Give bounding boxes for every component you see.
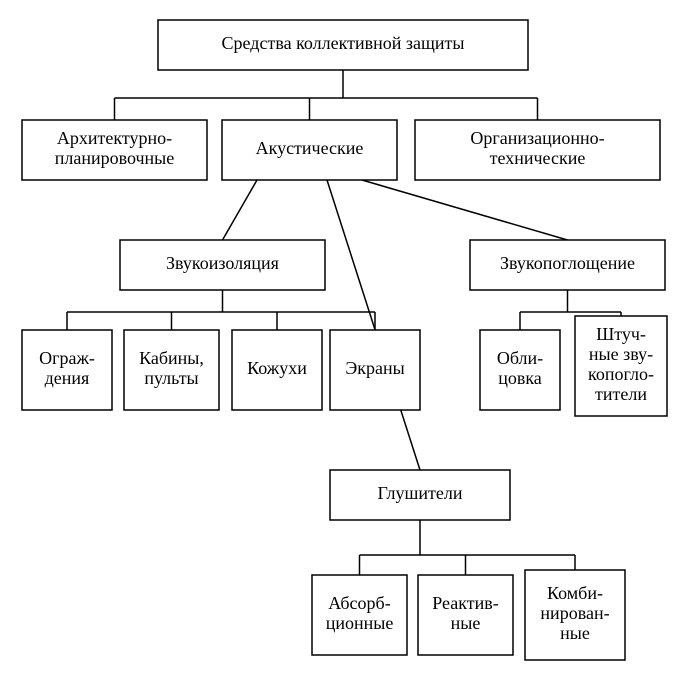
- node-label: Организационно-: [470, 128, 604, 148]
- node-label: цовка: [498, 368, 542, 388]
- node-label: Архитектурно-: [57, 128, 172, 148]
- node-abs1: Обли-цовка: [480, 330, 560, 410]
- node-sil2: Реактив-ные: [418, 575, 513, 655]
- node-abs2: Штуч-ные зву-копогло-тители: [575, 316, 667, 416]
- node-label: Штуч-: [596, 324, 646, 344]
- node-root: Средства коллективной защиты: [158, 20, 528, 70]
- node-label: копогло-: [588, 364, 654, 384]
- node-label: Комби-: [547, 583, 603, 603]
- node-label: технические: [490, 148, 586, 168]
- node-arch: Архитектурно-планировочные: [22, 120, 207, 180]
- node-iso2: Кабины,пульты: [124, 330, 219, 410]
- node-label: ные зву-: [589, 344, 653, 364]
- node-label: Кабины,: [139, 348, 204, 368]
- node-label: ные: [560, 623, 590, 643]
- node-label: Ограж-: [39, 348, 95, 368]
- node-label: Звукопоглощение: [500, 253, 635, 273]
- node-label: Звукоизоляция: [166, 253, 279, 273]
- node-label: Акустические: [256, 138, 364, 158]
- node-label: дения: [45, 368, 90, 388]
- node-label: Кожухи: [247, 358, 307, 378]
- node-label: ные: [451, 613, 481, 633]
- node-label: Обли-: [497, 348, 543, 368]
- node-sil1: Абсорб-ционные: [312, 575, 407, 655]
- node-iso3: Кожухи: [232, 330, 322, 410]
- node-iso4: Экраны: [330, 330, 420, 410]
- node-iso1: Ограж-дения: [22, 330, 112, 410]
- node-org: Организационно-технические: [415, 120, 660, 180]
- node-label: Реактив-: [432, 593, 498, 613]
- hierarchy-diagram: Средства коллективной защиты Архитектурно…: [0, 0, 686, 686]
- node-label: ционные: [326, 613, 394, 633]
- node-label: планировочные: [55, 148, 175, 168]
- node-label: тители: [595, 384, 647, 404]
- node-abs: Звукопоглощение: [470, 240, 665, 290]
- node-label: нирован-: [540, 603, 609, 623]
- node-label: пульты: [144, 368, 198, 388]
- node-sil: Глушители: [330, 470, 510, 520]
- node-label: Абсорб-: [328, 593, 390, 613]
- node-label: Экраны: [345, 358, 404, 378]
- node-label: Глушители: [378, 483, 463, 503]
- node-label: Средства коллективной защиты: [222, 33, 465, 53]
- node-sil3: Комби-нирован-ные: [525, 570, 625, 660]
- node-iso: Звукоизоляция: [120, 240, 325, 290]
- node-acou: Акустические: [222, 120, 397, 180]
